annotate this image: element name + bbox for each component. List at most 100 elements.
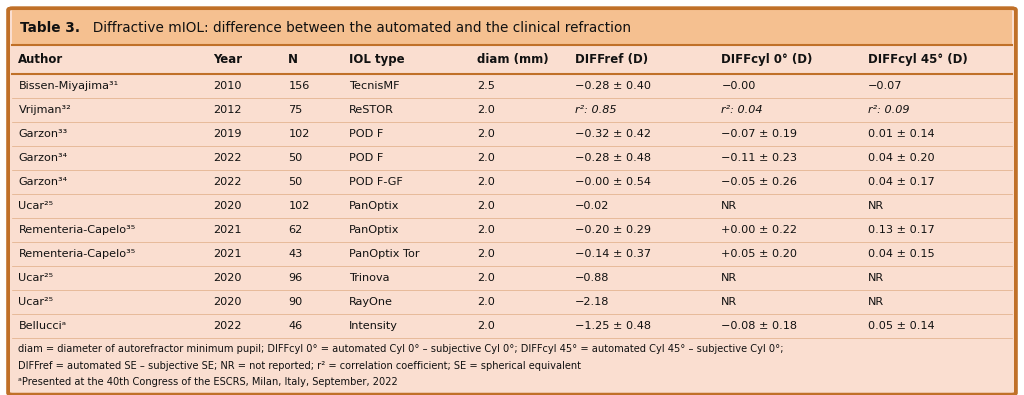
Text: 2021: 2021 (213, 225, 242, 235)
Text: 102: 102 (289, 129, 309, 139)
Text: 2.0: 2.0 (477, 201, 495, 211)
Text: Bellucciᵃ: Bellucciᵃ (18, 321, 67, 331)
Text: Author: Author (18, 53, 63, 66)
Text: −0.14 ± 0.37: −0.14 ± 0.37 (574, 249, 651, 259)
Text: POD F-GF: POD F-GF (349, 177, 403, 187)
Text: DIFFcyl 0° (D): DIFFcyl 0° (D) (721, 53, 813, 66)
Text: PanOptix: PanOptix (349, 225, 399, 235)
Text: 50: 50 (289, 153, 302, 163)
Text: Bissen-Miyajima³¹: Bissen-Miyajima³¹ (18, 81, 119, 91)
Text: −1.25 ± 0.48: −1.25 ± 0.48 (574, 321, 651, 331)
Text: 75: 75 (289, 105, 302, 115)
Text: 2022: 2022 (213, 153, 242, 163)
Text: Table 3.: Table 3. (20, 21, 81, 35)
Text: Ucar²⁵: Ucar²⁵ (18, 201, 53, 211)
Text: +0.00 ± 0.22: +0.00 ± 0.22 (721, 225, 798, 235)
Text: −0.32 ± 0.42: −0.32 ± 0.42 (574, 129, 651, 139)
Text: 156: 156 (289, 81, 309, 91)
Text: 2.0: 2.0 (477, 105, 495, 115)
Text: NR: NR (721, 273, 737, 283)
Text: −0.02: −0.02 (574, 201, 609, 211)
Text: PanOptix: PanOptix (349, 201, 399, 211)
Text: +0.05 ± 0.20: +0.05 ± 0.20 (721, 249, 798, 259)
Text: Diffractive mIOL: difference between the automated and the clinical refraction: Diffractive mIOL: difference between the… (84, 21, 631, 35)
Text: Rementeria-Capelo³⁵: Rementeria-Capelo³⁵ (18, 225, 136, 235)
Text: N: N (289, 53, 298, 66)
Text: −0.88: −0.88 (574, 273, 609, 283)
Text: 2010: 2010 (213, 81, 242, 91)
Text: TecnisMF: TecnisMF (349, 81, 400, 91)
Text: ᵃPresented at the 40th Congress of the ESCRS, Milan, Italy, September, 2022: ᵃPresented at the 40th Congress of the E… (18, 377, 398, 387)
Text: 43: 43 (289, 249, 302, 259)
Text: DIFFref (D): DIFFref (D) (574, 53, 648, 66)
Text: NR: NR (721, 297, 737, 307)
Text: 0.05 ± 0.14: 0.05 ± 0.14 (868, 321, 935, 331)
Text: 2.0: 2.0 (477, 297, 495, 307)
Text: 2020: 2020 (213, 201, 242, 211)
Text: 90: 90 (289, 297, 302, 307)
Text: diam = diameter of autorefractor minimum pupil; DIFFcyl 0° = automated Cyl 0° – : diam = diameter of autorefractor minimum… (18, 344, 784, 354)
Text: DIFFref = automated SE – subjective SE; NR = not reported; r² = correlation coef: DIFFref = automated SE – subjective SE; … (18, 361, 582, 371)
Text: 2019: 2019 (213, 129, 242, 139)
Text: NR: NR (868, 297, 884, 307)
Text: 2.0: 2.0 (477, 177, 495, 187)
Text: Garzon³⁴: Garzon³⁴ (18, 153, 68, 163)
Text: 0.04 ± 0.15: 0.04 ± 0.15 (868, 249, 935, 259)
Text: Intensity: Intensity (349, 321, 398, 331)
Text: Year: Year (213, 53, 242, 66)
Text: 2.0: 2.0 (477, 321, 495, 331)
Text: 2022: 2022 (213, 177, 242, 187)
Text: Vrijman³²: Vrijman³² (18, 105, 72, 115)
Text: POD F: POD F (349, 153, 384, 163)
Text: 2.0: 2.0 (477, 129, 495, 139)
Text: IOL type: IOL type (349, 53, 404, 66)
Text: Rementeria-Capelo³⁵: Rementeria-Capelo³⁵ (18, 249, 136, 259)
Text: r²: 0.04: r²: 0.04 (721, 105, 763, 115)
Text: RayOne: RayOne (349, 297, 393, 307)
Text: ReSTOR: ReSTOR (349, 105, 394, 115)
Text: Ucar²⁵: Ucar²⁵ (18, 273, 53, 283)
Text: 0.01 ± 0.14: 0.01 ± 0.14 (868, 129, 935, 139)
Text: DIFFcyl 45° (D): DIFFcyl 45° (D) (868, 53, 968, 66)
Text: r²: 0.85: r²: 0.85 (574, 105, 616, 115)
Text: −0.20 ± 0.29: −0.20 ± 0.29 (574, 225, 651, 235)
Text: 2.0: 2.0 (477, 153, 495, 163)
Text: −0.28 ± 0.48: −0.28 ± 0.48 (574, 153, 651, 163)
Text: 96: 96 (289, 273, 302, 283)
Text: NR: NR (868, 273, 884, 283)
Text: 2022: 2022 (213, 321, 242, 331)
Text: Ucar²⁵: Ucar²⁵ (18, 297, 53, 307)
Text: 2020: 2020 (213, 297, 242, 307)
Text: 46: 46 (289, 321, 302, 331)
Text: −0.05 ± 0.26: −0.05 ± 0.26 (721, 177, 798, 187)
Text: 102: 102 (289, 201, 309, 211)
Text: 50: 50 (289, 177, 302, 187)
Text: 2.0: 2.0 (477, 273, 495, 283)
Text: Garzon³³: Garzon³³ (18, 129, 68, 139)
Text: 0.04 ± 0.20: 0.04 ± 0.20 (868, 153, 935, 163)
Bar (12, 10, 1012, 45)
Text: 2.5: 2.5 (477, 81, 495, 91)
Text: diam (mm): diam (mm) (477, 53, 549, 66)
Text: Trinova: Trinova (349, 273, 390, 283)
Text: 2.0: 2.0 (477, 249, 495, 259)
Text: NR: NR (868, 201, 884, 211)
Text: −0.28 ± 0.40: −0.28 ± 0.40 (574, 81, 651, 91)
Text: Garzon³⁴: Garzon³⁴ (18, 177, 68, 187)
Text: −0.00: −0.00 (721, 81, 756, 91)
Text: −0.11 ± 0.23: −0.11 ± 0.23 (721, 153, 798, 163)
Text: PanOptix Tor: PanOptix Tor (349, 249, 420, 259)
Text: −0.07 ± 0.19: −0.07 ± 0.19 (721, 129, 798, 139)
Text: r²: 0.09: r²: 0.09 (868, 105, 909, 115)
Text: NR: NR (721, 201, 737, 211)
Text: 0.04 ± 0.17: 0.04 ± 0.17 (868, 177, 935, 187)
Text: −0.08 ± 0.18: −0.08 ± 0.18 (721, 321, 798, 331)
Text: −2.18: −2.18 (574, 297, 609, 307)
Text: 2012: 2012 (213, 105, 242, 115)
Text: 2021: 2021 (213, 249, 242, 259)
Text: −0.00 ± 0.54: −0.00 ± 0.54 (574, 177, 651, 187)
Text: POD F: POD F (349, 129, 384, 139)
Text: 2.0: 2.0 (477, 225, 495, 235)
FancyBboxPatch shape (8, 8, 1016, 395)
Text: 0.13 ± 0.17: 0.13 ± 0.17 (868, 225, 935, 235)
